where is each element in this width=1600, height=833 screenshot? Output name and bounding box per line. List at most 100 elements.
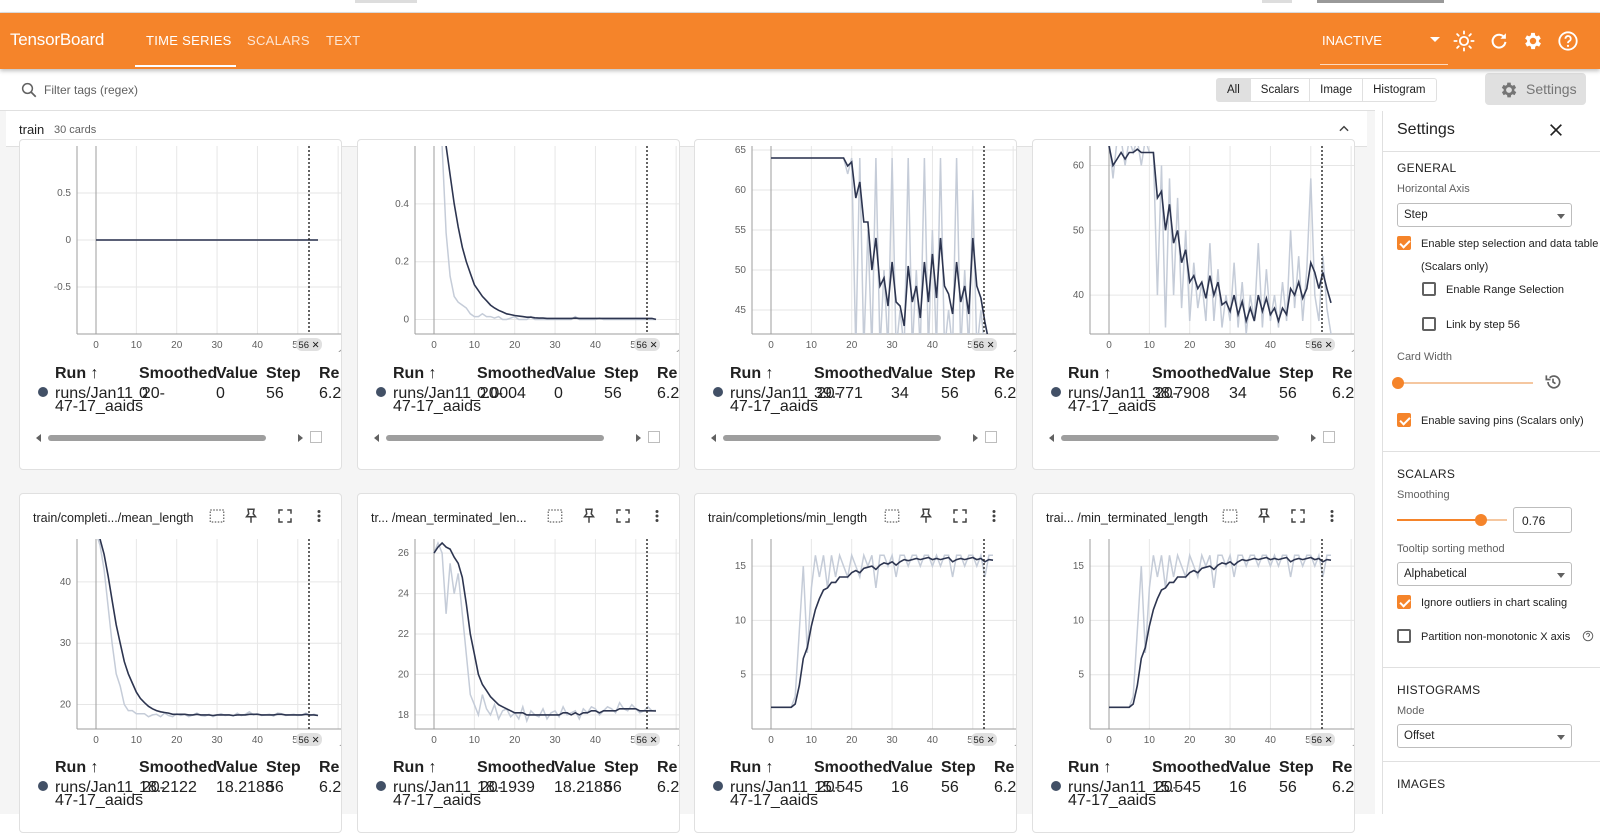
- table-header-step[interactable]: Step: [941, 759, 976, 776]
- chevron-up-icon[interactable]: [1337, 122, 1351, 136]
- chart-plot[interactable]: 0.40.200102030405056 ✕: [358, 140, 680, 352]
- table-header-smoothed[interactable]: Smoothed: [477, 759, 556, 776]
- table-header-smoothed[interactable]: Smoothed: [139, 759, 218, 776]
- table-hscrollbar[interactable]: [358, 431, 679, 445]
- resize-handle-icon[interactable]: [1010, 349, 1016, 352]
- chart-plot[interactable]: 0.50-0.50102030405056 ✕: [20, 140, 342, 352]
- table-header-rel[interactable]: Re: [319, 759, 340, 776]
- chart-plot[interactable]: 26242220180102030405056 ✕: [358, 534, 680, 746]
- table-header-run[interactable]: Run ↑: [55, 365, 99, 382]
- chart-plot[interactable]: 4030200102030405056 ✕: [20, 534, 342, 746]
- type-filter-image[interactable]: Image: [1310, 79, 1364, 101]
- table-hscrollbar[interactable]: [1033, 431, 1354, 445]
- pin-icon[interactable]: [917, 507, 935, 525]
- chart-plot[interactable]: 65605550450102030405056 ✕: [695, 140, 1017, 352]
- resize-handle-icon[interactable]: [1010, 744, 1016, 746]
- smoothing-input[interactable]: 0.76: [1513, 507, 1572, 533]
- resize-handle-icon[interactable]: [1348, 744, 1354, 746]
- step-badge[interactable]: 56 ✕: [971, 733, 997, 746]
- more-vert-icon[interactable]: [985, 507, 1003, 525]
- enable-step-selection-checkbox[interactable]: [1397, 236, 1411, 250]
- gear-icon[interactable]: [1522, 30, 1544, 52]
- help-icon[interactable]: [1582, 630, 1594, 642]
- pin-icon[interactable]: [580, 507, 598, 525]
- filter-tags-input[interactable]: Filter tags (regex): [44, 83, 139, 97]
- enable-saving-pins-checkbox[interactable]: [1397, 413, 1411, 427]
- more-vert-icon[interactable]: [310, 507, 328, 525]
- fullscreen-icon[interactable]: [951, 507, 969, 525]
- table-header-rel[interactable]: Re: [994, 365, 1015, 382]
- resize-handle-icon[interactable]: [335, 744, 341, 746]
- link-by-step-checkbox[interactable]: [1422, 317, 1436, 331]
- table-header-value[interactable]: Value: [891, 759, 933, 776]
- table-header-step[interactable]: Step: [1279, 365, 1314, 382]
- step-badge[interactable]: 56 ✕: [634, 338, 660, 351]
- table-header-run[interactable]: Run ↑: [55, 759, 99, 776]
- step-badge[interactable]: 56 ✕: [296, 733, 322, 746]
- resize-handle-icon[interactable]: [335, 349, 341, 352]
- chevron-down-icon[interactable]: [1430, 37, 1440, 42]
- table-header-rel[interactable]: Re: [1332, 365, 1353, 382]
- resize-handle-icon[interactable]: [673, 744, 679, 746]
- sun-icon[interactable]: [1453, 30, 1475, 52]
- chart-plot[interactable]: 6050400102030405056 ✕: [1033, 140, 1355, 352]
- ignore-outliers-checkbox[interactable]: [1397, 595, 1411, 609]
- table-header-run[interactable]: Run ↑: [393, 365, 437, 382]
- close-icon[interactable]: [1548, 122, 1564, 138]
- table-header-step[interactable]: Step: [1279, 759, 1314, 776]
- table-header-run[interactable]: Run ↑: [730, 759, 774, 776]
- table-resize-icon[interactable]: [648, 431, 660, 443]
- hscroll-thumb[interactable]: [723, 435, 941, 441]
- table-hscrollbar[interactable]: [20, 431, 341, 445]
- scroll-right-icon[interactable]: [1311, 434, 1316, 442]
- table-header-rel[interactable]: Re: [657, 365, 678, 382]
- table-header-step[interactable]: Step: [604, 759, 639, 776]
- table-header-step[interactable]: Step: [941, 365, 976, 382]
- chart-plot[interactable]: 151050102030405056 ✕: [695, 534, 1017, 746]
- help-icon[interactable]: [1557, 30, 1579, 52]
- smoothing-slider-thumb[interactable]: [1475, 514, 1487, 526]
- fit-to-data-icon[interactable]: [1221, 507, 1239, 525]
- step-badge[interactable]: 56 ✕: [634, 733, 660, 746]
- table-header-step[interactable]: Step: [604, 365, 639, 382]
- refresh-icon[interactable]: [1488, 30, 1510, 52]
- tooltip-sorting-select[interactable]: Alphabetical: [1397, 562, 1572, 586]
- step-badge[interactable]: 56 ✕: [1309, 338, 1335, 351]
- table-header-step[interactable]: Step: [266, 759, 301, 776]
- fit-to-data-icon[interactable]: [883, 507, 901, 525]
- hscroll-thumb[interactable]: [48, 435, 266, 441]
- enable-range-selection-checkbox[interactable]: [1422, 282, 1436, 296]
- pin-icon[interactable]: [242, 507, 260, 525]
- settings-button[interactable]: Settings: [1485, 73, 1586, 105]
- scroll-left-icon[interactable]: [711, 434, 716, 442]
- hscroll-thumb[interactable]: [386, 435, 604, 441]
- table-header-run[interactable]: Run ↑: [1068, 365, 1112, 382]
- table-header-step[interactable]: Step: [266, 365, 301, 382]
- table-header-rel[interactable]: Re: [319, 365, 340, 382]
- resize-handle-icon[interactable]: [673, 349, 679, 352]
- table-header-value[interactable]: Value: [1229, 365, 1271, 382]
- table-resize-icon[interactable]: [985, 431, 997, 443]
- smoothing-slider[interactable]: [1397, 519, 1481, 521]
- step-badge[interactable]: 56 ✕: [1309, 733, 1335, 746]
- more-vert-icon[interactable]: [648, 507, 666, 525]
- table-header-smoothed[interactable]: Smoothed: [139, 365, 218, 382]
- mode-select[interactable]: Offset: [1397, 724, 1572, 748]
- card-width-slider[interactable]: [1397, 382, 1533, 384]
- resize-handle-icon[interactable]: [1348, 349, 1354, 352]
- table-header-smoothed[interactable]: Smoothed: [814, 759, 893, 776]
- type-filter-scalars[interactable]: Scalars: [1251, 79, 1311, 101]
- table-header-value[interactable]: Value: [891, 365, 933, 382]
- step-badge[interactable]: 56 ✕: [971, 338, 997, 351]
- card-width-slider-thumb[interactable]: [1392, 377, 1404, 389]
- scroll-left-icon[interactable]: [374, 434, 379, 442]
- fit-to-data-icon[interactable]: [546, 507, 564, 525]
- table-header-rel[interactable]: Re: [657, 759, 678, 776]
- step-badge[interactable]: 56 ✕: [296, 338, 322, 351]
- plugin-dropdown[interactable]: INACTIVE: [1322, 33, 1382, 48]
- table-header-rel[interactable]: Re: [1332, 759, 1353, 776]
- chart-plot[interactable]: 151050102030405056 ✕: [1033, 534, 1355, 746]
- table-header-value[interactable]: Value: [1229, 759, 1271, 776]
- tab-scalars[interactable]: SCALARS: [247, 33, 310, 48]
- table-resize-icon[interactable]: [310, 431, 322, 443]
